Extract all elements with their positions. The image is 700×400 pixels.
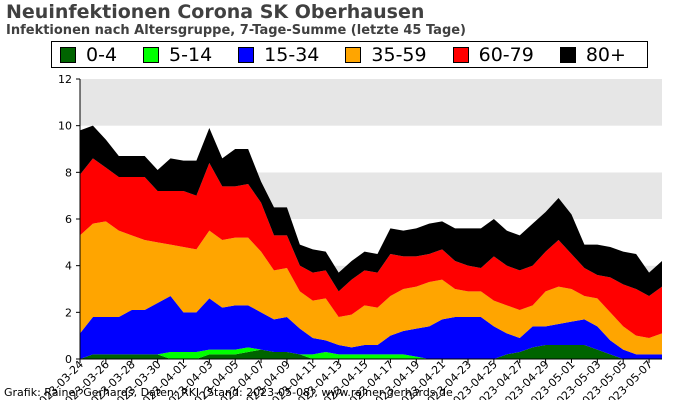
- legend-swatch: [452, 46, 469, 63]
- legend-label: 0-4: [86, 43, 118, 66]
- legend-label: 5-14: [169, 43, 213, 66]
- series-area-80+: [80, 125, 662, 296]
- chart-title: Neuinfektionen Corona SK Oberhausen: [6, 1, 425, 23]
- legend-label: 15-34: [264, 43, 320, 66]
- legend-item-80+: 80+: [559, 43, 648, 66]
- grid-band: [80, 79, 662, 126]
- series-area-15-34: [80, 296, 662, 359]
- series-area-0-4: [80, 345, 662, 359]
- footer-credit: Grafik: Rainer Gerhards, Daten: RKI (Sta…: [4, 386, 453, 399]
- legend-item-35-59: 35-59: [345, 44, 448, 66]
- y-tick-label: 10: [58, 120, 72, 133]
- legend-item-5-14: 5-14: [143, 44, 234, 66]
- legend-item-15-34: 15-34: [238, 44, 341, 66]
- legend-swatch: [143, 46, 160, 63]
- legend: 0-4 5-14 15-34 35-59 60-79 80+: [51, 41, 648, 68]
- legend-swatch: [559, 46, 576, 63]
- y-tick-label: 8: [65, 166, 72, 179]
- legend-label: 35-59: [371, 43, 427, 66]
- legend-swatch: [345, 46, 362, 63]
- y-tick-label: 4: [65, 260, 72, 273]
- y-tick-label: 2: [65, 306, 72, 319]
- legend-label: 60-79: [478, 43, 534, 66]
- legend-swatch: [60, 46, 76, 63]
- y-tick-label: 0: [65, 353, 72, 366]
- legend-item-0-4: 0-4: [60, 44, 139, 66]
- legend-swatch: [238, 46, 255, 63]
- y-tick-label: 12: [58, 73, 72, 86]
- y-tick-label: 6: [65, 213, 72, 226]
- legend-label: 80+: [585, 43, 626, 66]
- series-area-35-59: [80, 221, 662, 355]
- legend-item-60-79: 60-79: [452, 43, 556, 66]
- series-area-60-79: [80, 158, 662, 338]
- chart-subtitle: Infektionen nach Altersgruppe, 7-Tage-Su…: [6, 23, 467, 38]
